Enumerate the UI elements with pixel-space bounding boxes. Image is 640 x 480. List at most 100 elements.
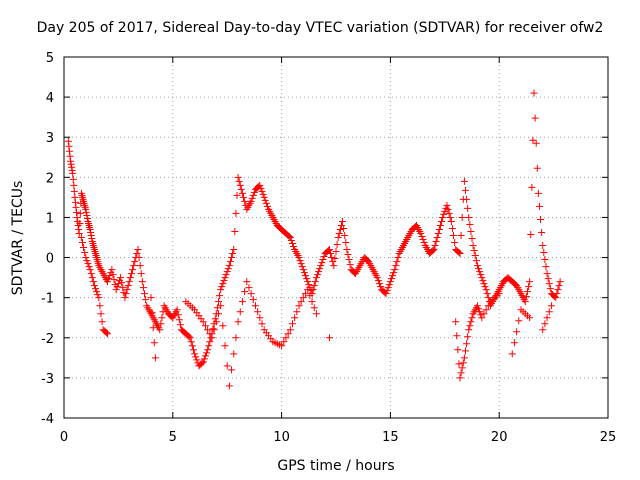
data-point bbox=[295, 302, 303, 310]
data-point bbox=[373, 274, 381, 282]
data-point bbox=[208, 334, 216, 342]
data-point bbox=[260, 193, 268, 201]
data-point bbox=[484, 294, 492, 302]
data-point bbox=[302, 272, 310, 280]
x-tick-labels: 0 5 10 15 20 25 bbox=[60, 430, 616, 445]
data-point bbox=[186, 334, 194, 342]
data-point bbox=[546, 285, 554, 293]
data-point bbox=[440, 210, 448, 218]
data-point bbox=[461, 186, 469, 194]
data-point bbox=[231, 227, 239, 235]
data-point bbox=[345, 256, 353, 264]
data-point bbox=[93, 288, 101, 296]
data-point bbox=[304, 278, 312, 286]
data-point bbox=[391, 266, 399, 274]
data-point bbox=[71, 198, 79, 206]
y-tick-label: -4 bbox=[41, 412, 54, 427]
data-point bbox=[104, 330, 112, 338]
data-point bbox=[86, 266, 94, 274]
data-point bbox=[452, 318, 460, 326]
x-tick-label: 20 bbox=[491, 430, 508, 445]
x-tick-label: 5 bbox=[169, 430, 177, 445]
data-point bbox=[109, 271, 117, 279]
data-point bbox=[102, 329, 110, 337]
data-point bbox=[82, 205, 90, 213]
data-point bbox=[532, 139, 540, 147]
data-point bbox=[243, 278, 251, 286]
data-point bbox=[306, 292, 314, 300]
data-point bbox=[76, 209, 84, 217]
data-point bbox=[475, 265, 483, 273]
data-point bbox=[480, 310, 488, 318]
data-point bbox=[457, 231, 465, 239]
data-point bbox=[286, 234, 294, 241]
data-point bbox=[476, 308, 484, 316]
data-point bbox=[75, 225, 83, 233]
data-point bbox=[481, 283, 489, 291]
data-point bbox=[68, 163, 76, 171]
data-point bbox=[130, 262, 138, 270]
data-point bbox=[71, 193, 79, 201]
data-point bbox=[108, 266, 116, 274]
data-point bbox=[554, 286, 562, 294]
data-point bbox=[247, 290, 255, 298]
data-point bbox=[217, 302, 225, 310]
data-point bbox=[189, 346, 197, 354]
data-point bbox=[83, 214, 91, 222]
data-point bbox=[291, 314, 299, 322]
data-point bbox=[476, 268, 484, 276]
data-point bbox=[495, 290, 503, 298]
data-point bbox=[80, 244, 88, 252]
data-point bbox=[241, 197, 249, 205]
data-point bbox=[297, 260, 305, 268]
data-point bbox=[127, 270, 135, 278]
data-point bbox=[312, 274, 320, 282]
data-point bbox=[133, 250, 141, 258]
data-point bbox=[212, 318, 220, 326]
data-point bbox=[176, 321, 184, 329]
data-point bbox=[75, 229, 83, 237]
data-point bbox=[76, 219, 84, 227]
data-point bbox=[384, 284, 392, 292]
data-point bbox=[220, 277, 228, 285]
data-point bbox=[193, 356, 201, 364]
data-point bbox=[200, 355, 208, 363]
data-point bbox=[454, 346, 462, 354]
data-point bbox=[458, 213, 466, 221]
data-point bbox=[112, 286, 120, 294]
data-point bbox=[418, 232, 426, 240]
data-point bbox=[228, 254, 236, 262]
data-point bbox=[187, 338, 195, 346]
data-point bbox=[529, 136, 537, 144]
data-point bbox=[553, 290, 561, 298]
data-point bbox=[385, 281, 393, 289]
data-point bbox=[256, 181, 264, 189]
data-point bbox=[541, 256, 549, 264]
data-point bbox=[296, 257, 304, 265]
data-point bbox=[147, 294, 155, 302]
data-point bbox=[473, 302, 481, 310]
data-point bbox=[135, 254, 143, 262]
data-point bbox=[234, 173, 242, 181]
data-point bbox=[543, 270, 551, 278]
data-point bbox=[229, 250, 237, 258]
data-point bbox=[192, 353, 200, 361]
data-point bbox=[113, 283, 121, 291]
data-point bbox=[245, 284, 253, 292]
data-point bbox=[250, 188, 258, 196]
data-point bbox=[522, 293, 530, 301]
data-point bbox=[463, 340, 471, 348]
data-point bbox=[538, 228, 546, 236]
data-point bbox=[533, 164, 541, 172]
data-point bbox=[435, 225, 443, 233]
data-point bbox=[226, 258, 234, 266]
y-tick-labels: -4 -3 -2 -1 0 1 2 3 4 5 bbox=[41, 51, 54, 427]
data-point bbox=[545, 308, 553, 316]
data-point bbox=[217, 286, 225, 294]
data-point bbox=[308, 298, 316, 306]
data-point bbox=[298, 263, 306, 271]
data-point bbox=[256, 314, 264, 322]
data-point bbox=[453, 332, 461, 340]
data-point bbox=[136, 262, 144, 270]
